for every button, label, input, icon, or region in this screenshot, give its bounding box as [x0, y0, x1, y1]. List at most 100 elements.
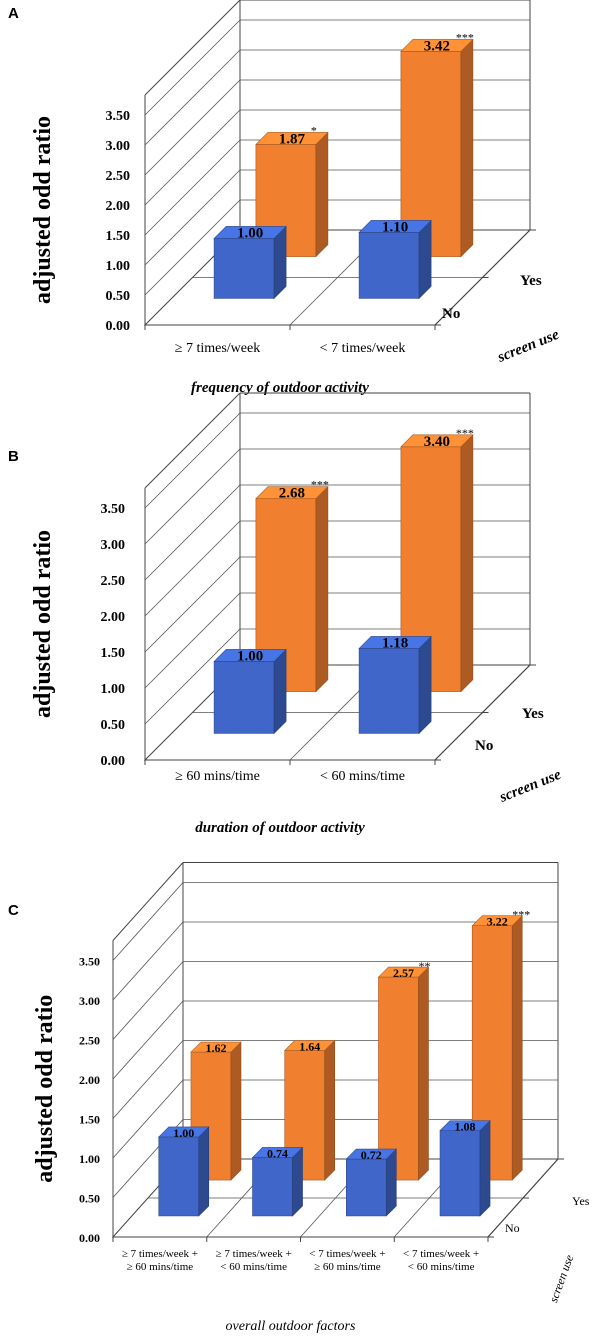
y-tick-label: 3.50: [106, 109, 131, 124]
panel-a: A 0.00 0.50 1.00 1.50 2.00 2.50 3.00 3.50 1.87 * 3.…: [8, 0, 562, 396]
gridline-side: [144, 556, 241, 653]
gridline-side: [144, 628, 241, 725]
significance-label: ***: [311, 478, 329, 492]
bar-front: [378, 976, 419, 1181]
bar-yes: [284, 1039, 336, 1181]
depth-axis-line: [487, 1158, 559, 1238]
bar-side: [460, 38, 474, 258]
y-tick-label: 2.00: [79, 1073, 100, 1087]
gridline-side: [144, 169, 241, 266]
data-label: 2.57: [393, 966, 414, 980]
y-tick-label: 3.50: [79, 955, 100, 969]
gridline-side: [112, 1079, 184, 1159]
y-tick-label: 1.50: [106, 229, 131, 244]
x-axis-title: duration of outdoor activity: [195, 820, 365, 836]
y-tick-label: 0.00: [101, 754, 126, 769]
y-tick-label: 1.50: [79, 1113, 100, 1127]
data-label: 1.00: [237, 648, 263, 664]
gridline-side: [144, 592, 241, 689]
depth-axis-line: [434, 664, 531, 761]
gridline-side: [144, 412, 241, 509]
bar-top: [255, 132, 329, 145]
bar-side: [315, 131, 329, 258]
bar-yes: [471, 914, 523, 1181]
bar-top: [158, 1126, 210, 1138]
bar-top: [471, 915, 523, 926]
y-tick-label: 2.00: [101, 610, 126, 625]
bar-top: [358, 636, 432, 649]
bar-front: [158, 1136, 200, 1217]
y-tick-label: 2.50: [101, 574, 126, 589]
x-axis-title: overall outdoor factors: [226, 1319, 356, 1334]
bar-no: [158, 1126, 210, 1217]
data-label: 0.72: [361, 1148, 382, 1162]
data-label: 3.42: [424, 38, 450, 54]
data-label: 1.18: [382, 635, 408, 651]
y-tick-label: 0.50: [79, 1192, 100, 1206]
y-tick-label: 3.00: [106, 139, 131, 154]
bar-side: [273, 648, 287, 735]
data-label: 1.87: [279, 131, 306, 147]
bar-top: [358, 220, 432, 233]
gridline-side: [144, 109, 241, 206]
bar-side: [324, 1039, 336, 1181]
significance-label: **: [418, 959, 430, 973]
y-axis-title: adjusted odd ratio: [32, 995, 58, 1183]
side-top-edge: [144, 0, 241, 96]
bar-top: [345, 1148, 397, 1160]
bar-side: [479, 1119, 491, 1217]
x-tick-label: ≥ 7 times/week + < 60 mins/time: [216, 1248, 292, 1273]
x-tick-label: < 7 times/week + ≥ 60 mins/time: [309, 1248, 385, 1273]
significance-label: *: [311, 123, 317, 137]
gridline-side: [144, 79, 241, 176]
data-label: 1.00: [237, 225, 263, 241]
gridline-side: [144, 484, 241, 581]
series-label: No: [475, 738, 493, 754]
x-tick-label: < 7 times/week: [320, 341, 406, 356]
y-tick-label: 1.50: [101, 646, 126, 661]
panel-letter: A: [8, 5, 19, 22]
significance-label: ***: [456, 426, 474, 440]
data-label: 1.64: [299, 1040, 320, 1054]
bar-front: [213, 238, 275, 299]
bar-no: [358, 219, 432, 300]
bar-side: [292, 1146, 303, 1217]
bar-front: [439, 1130, 481, 1217]
y-tick-label: 2.50: [79, 1034, 100, 1048]
bar-top: [251, 1147, 304, 1158]
gridline-side: [144, 448, 241, 545]
significance-label: ***: [456, 30, 474, 44]
y-tick-label: 1.00: [101, 682, 126, 697]
y-tick-label: 3.00: [101, 538, 126, 553]
side-top-edge: [144, 392, 241, 489]
significance-label: ***: [512, 908, 530, 922]
data-label: 1.10: [382, 219, 408, 235]
depth-axis-title: screen use: [546, 1252, 576, 1304]
series-label: Yes: [522, 706, 544, 722]
gridline-side: [144, 49, 241, 146]
x-tick-label: ≥ 60 mins/time: [175, 769, 260, 784]
data-label: 1.08: [455, 1120, 476, 1134]
bar-no: [213, 225, 287, 300]
bar-side: [418, 219, 432, 300]
bar-top: [377, 966, 430, 978]
gridline-side: [112, 1040, 184, 1119]
series-label: No: [442, 306, 460, 322]
bar-top: [213, 226, 287, 239]
bar-top: [284, 1040, 336, 1051]
gridline-side: [112, 961, 184, 1040]
gridline-side: [144, 139, 241, 236]
panel-letter: B: [8, 448, 19, 465]
side-top-edge: [112, 862, 184, 941]
bar-top: [400, 39, 474, 52]
depth-axis-title: screen use: [495, 327, 562, 367]
bar-yes: [377, 966, 430, 1181]
bar-no: [439, 1119, 491, 1217]
gridline-side: [112, 921, 184, 1001]
y-tick-label: 3.50: [101, 502, 126, 517]
bar-side: [198, 1126, 210, 1217]
y-tick-label: 0.50: [101, 718, 126, 733]
data-label: 1.00: [173, 1126, 194, 1140]
bar-top: [213, 649, 287, 662]
